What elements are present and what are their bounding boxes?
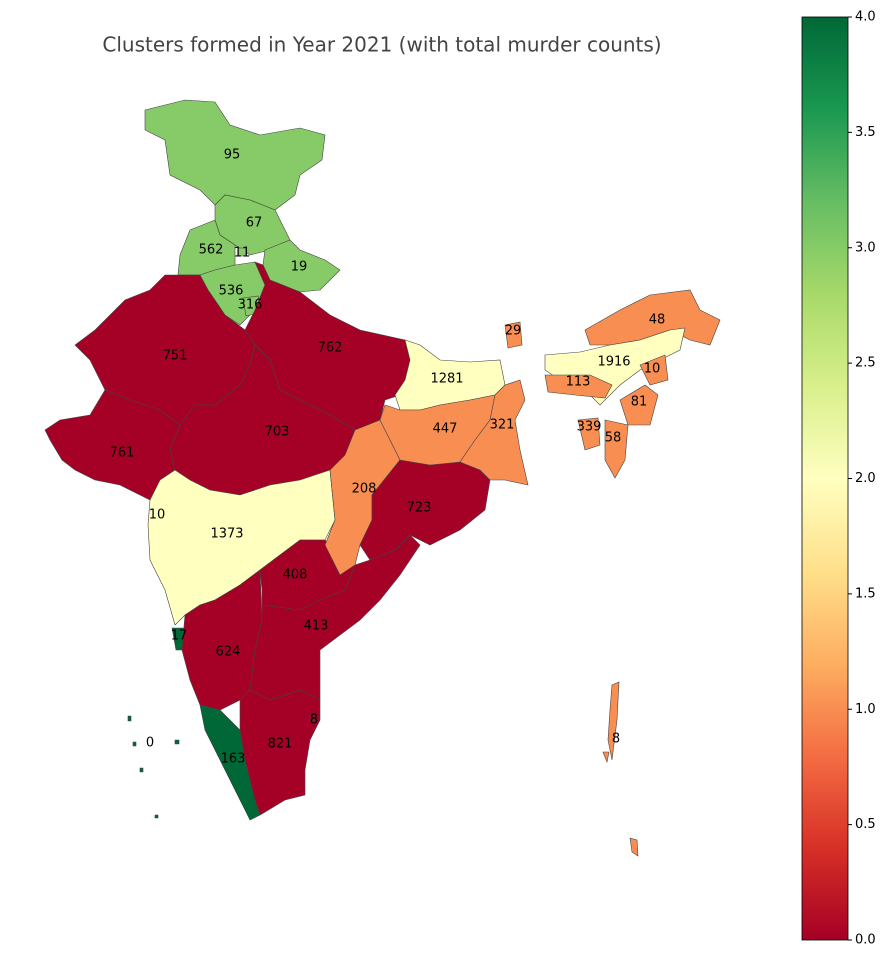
murder-count-label: 29 <box>505 324 522 339</box>
murder-count-label: 1281 <box>430 372 463 387</box>
murder-count-label: 0 <box>146 736 154 751</box>
murder-count-label: 723 <box>407 501 432 516</box>
colorbar-tick-label: 2.0 <box>855 471 876 486</box>
murder-count-label: 19 <box>291 260 308 275</box>
murder-count-label: 821 <box>268 737 293 752</box>
murder-count-label: 1373 <box>210 527 243 542</box>
murder-count-label: 562 <box>199 243 224 258</box>
murder-count-label: 67 <box>246 216 263 231</box>
murder-count-label: 48 <box>649 313 666 328</box>
murder-count-label: 321 <box>490 418 515 433</box>
region <box>604 419 629 479</box>
murder-count-label: 81 <box>631 395 648 410</box>
region <box>244 261 411 431</box>
murder-count-label: 11 <box>234 246 251 261</box>
colorbar-tick-label: 1.0 <box>855 702 876 717</box>
murder-count-label: 208 <box>352 482 377 497</box>
murder-count-label: 624 <box>216 645 241 660</box>
murder-count-label: 761 <box>110 446 135 461</box>
murder-count-label: 58 <box>605 431 622 446</box>
colorbar-axis: 0.0 0.5 1.0 1.5 2.0 2.5 3.0 3.5 4.0 <box>848 10 876 948</box>
region <box>459 379 529 486</box>
colorbar-tick-label: 2.5 <box>855 356 876 371</box>
murder-count-label: 17 <box>171 629 188 644</box>
colorbar-tick-label: 0.5 <box>855 817 876 832</box>
region <box>127 715 180 819</box>
region <box>309 714 316 722</box>
map <box>44 99 721 857</box>
murder-count-label: 8 <box>612 732 620 747</box>
region <box>504 321 523 349</box>
colorbar-tick-label: 0.0 <box>855 933 876 948</box>
murder-count-label: 10 <box>644 362 661 377</box>
murder-count-label: 408 <box>283 568 308 583</box>
murder-count-label: 113 <box>566 375 591 390</box>
region <box>619 384 659 426</box>
region <box>239 689 321 816</box>
region <box>237 247 247 257</box>
murder-count-label: 163 <box>221 752 246 767</box>
murder-count-label: 10 <box>149 508 166 523</box>
region <box>144 99 326 211</box>
murder-count-label: 762 <box>318 341 343 356</box>
colorbar-tick-label: 3.5 <box>855 125 876 140</box>
murder-count-label: 1916 <box>597 355 630 370</box>
chart-title: Clusters formed in Year 2021 (with total… <box>102 33 661 57</box>
murder-count-label: 751 <box>163 349 188 364</box>
region <box>639 354 669 386</box>
region <box>602 681 639 857</box>
murder-count-label: 95 <box>224 148 241 163</box>
murder-count-label: 703 <box>265 425 290 440</box>
murder-count-label: 339 <box>577 420 602 435</box>
murder-count-label: 8 <box>310 713 318 728</box>
colorbar-tick-label: 3.0 <box>855 240 876 255</box>
murder-count-label: 316 <box>238 298 263 313</box>
region <box>544 374 613 399</box>
colorbar-tick-label: 1.5 <box>855 586 876 601</box>
murder-count-label: 536 <box>219 284 244 299</box>
region <box>577 417 601 451</box>
murder-count-label: 447 <box>433 422 458 437</box>
colorbar <box>801 16 849 941</box>
colorbar-tick-label: 4.0 <box>855 10 876 25</box>
murder-count-label: 413 <box>304 619 329 634</box>
